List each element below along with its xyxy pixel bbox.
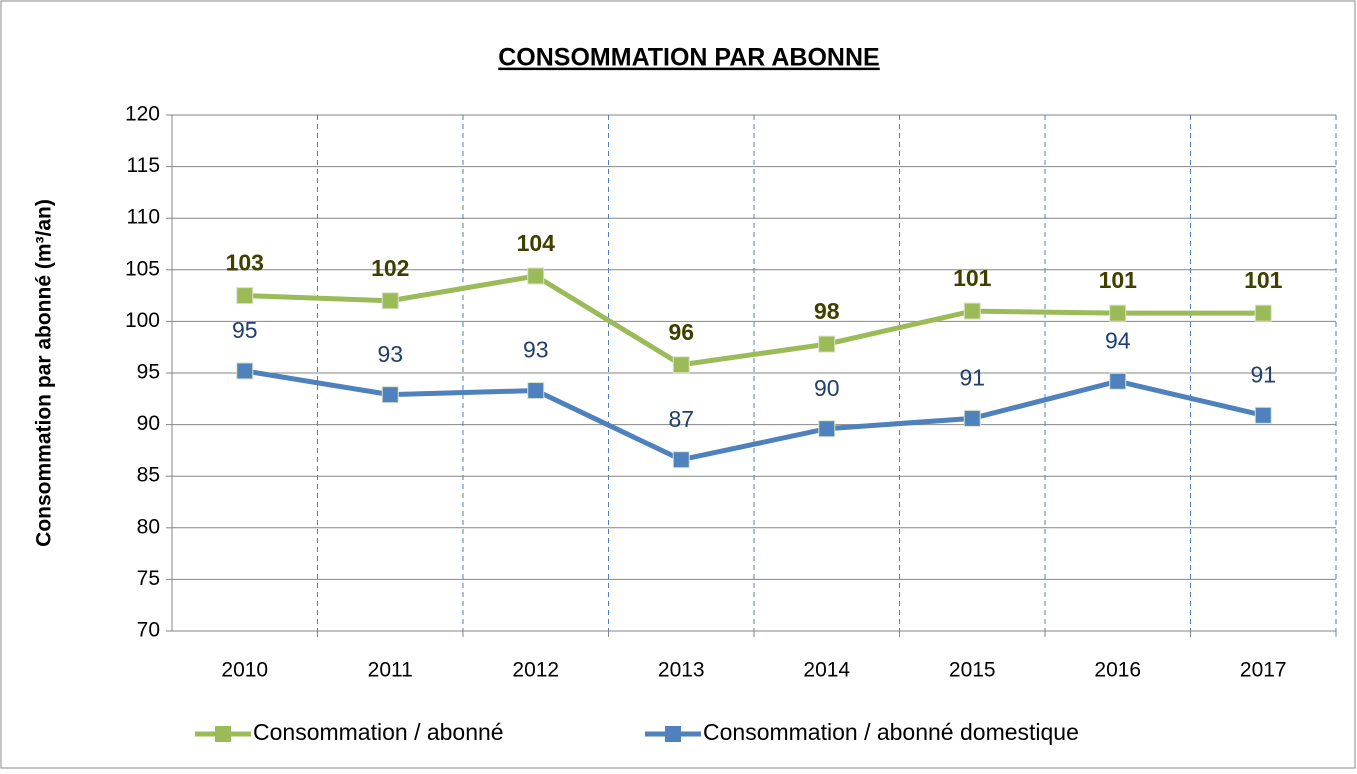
y-tick-label: 120 (125, 103, 160, 126)
point-marker (1254, 406, 1272, 424)
data-label: 91 (1250, 361, 1276, 387)
data-label: 94 (1105, 327, 1131, 353)
data-label: 102 (371, 255, 409, 281)
point-marker (818, 420, 836, 438)
data-label: 90 (814, 375, 840, 401)
series-line (244, 368, 1264, 463)
x-tick-label: 2015 (949, 659, 996, 682)
point-marker (527, 382, 545, 400)
y-tick-label: 110 (127, 206, 160, 229)
y-tick-label: 70 (137, 619, 160, 642)
y-tick-label: 95 (137, 361, 160, 384)
data-label: 87 (668, 406, 694, 432)
x-tick-label: 2014 (803, 659, 850, 682)
point-marker (963, 409, 981, 427)
y-tick-label: 105 (125, 257, 160, 280)
legend-marker (665, 726, 681, 742)
x-tick-label: 2010 (221, 659, 268, 682)
y-axis-label: Consommation par abonné (m³/an) (33, 199, 56, 547)
data-label: 104 (517, 230, 556, 256)
point-marker (236, 287, 254, 305)
y-tick-label: 90 (137, 412, 160, 435)
point-marker (1109, 372, 1127, 390)
y-tick-label: 75 (137, 567, 160, 590)
legend-label: Consommation / abonné domestique (703, 719, 1079, 745)
legend-marker (215, 726, 231, 742)
point-marker (1254, 304, 1272, 322)
point-marker (236, 362, 254, 380)
point-marker (1109, 304, 1127, 322)
data-label: 93 (377, 341, 403, 367)
y-tick-label: 85 (137, 464, 160, 487)
x-tick-label: 2017 (1240, 659, 1287, 682)
data-label: 95 (232, 317, 258, 343)
data-label: 101 (1099, 267, 1138, 293)
y-tick-label: 80 (137, 515, 160, 538)
data-label: 98 (814, 298, 840, 324)
data-label: 103 (226, 250, 264, 276)
x-tick-label: 2013 (658, 659, 705, 682)
data-label: 101 (1244, 267, 1283, 293)
y-tick-label: 100 (125, 309, 160, 332)
point-marker (672, 451, 690, 469)
data-label: 91 (959, 364, 985, 390)
point-marker (963, 302, 981, 320)
data-label: 101 (953, 265, 992, 291)
y-tick-label: 115 (127, 154, 160, 177)
x-tick-label: 2012 (512, 659, 559, 682)
point-marker (818, 335, 836, 353)
point-marker (527, 267, 545, 285)
point-marker (381, 386, 399, 404)
x-tick-label: 2011 (368, 659, 413, 682)
series-line (244, 273, 1264, 368)
point-marker (381, 292, 399, 310)
chart-title: CONSOMMATION PAR ABONNE (498, 44, 879, 72)
legend-label: Consommation / abonné (253, 719, 504, 745)
data-label: 96 (668, 319, 694, 345)
data-label: 93 (523, 337, 549, 363)
x-tick-label: 2016 (1094, 659, 1141, 682)
point-marker (672, 356, 690, 374)
